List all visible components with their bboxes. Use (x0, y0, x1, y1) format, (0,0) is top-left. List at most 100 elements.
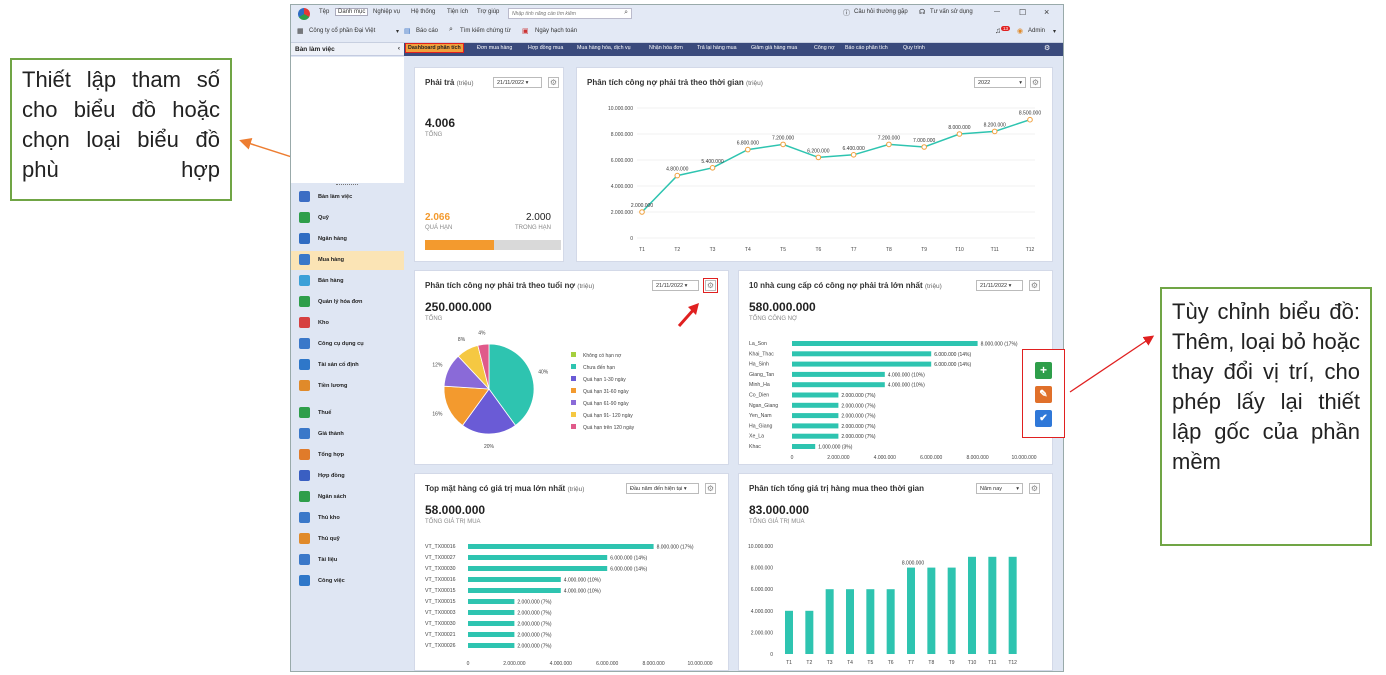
feature-search[interactable]: ⌕ (508, 8, 632, 19)
module-icon (299, 512, 310, 523)
toolbar: ▦ Công ty cổ phần Đại Việt ▾ ▤ Báo cáo ⌕… (291, 23, 1063, 43)
edit-chart-button[interactable]: ✎ (1035, 386, 1052, 403)
debt-age-card: Phân tích công nợ phải trả theo tuổi nợ … (414, 270, 729, 465)
posting-date-button[interactable]: Ngày hạch toán (535, 28, 578, 34)
y-tick-label: 10.000.000 (748, 544, 773, 550)
faq-link[interactable]: Câu hỏi thường gặp (854, 9, 908, 15)
payable-date-select[interactable]: 21/11/2022 ▾ (493, 77, 542, 88)
column-bar (886, 589, 895, 654)
menu-item-operations[interactable]: Nghiệp vụ (373, 9, 401, 15)
sidebar-item-6[interactable]: Kho (291, 314, 404, 333)
add-chart-button[interactable]: + (1035, 362, 1052, 379)
sidebar-item-16[interactable]: Thủ quỹ (291, 530, 404, 549)
feature-search-input[interactable] (509, 9, 614, 18)
sidebar-item-12[interactable]: Tổng hợp (291, 446, 404, 465)
sidebar-item-5[interactable]: Quản lý hóa đơn (291, 293, 404, 312)
tab-purchase-goods[interactable]: Mua hàng hóa, dịch vụ (577, 45, 631, 51)
tab-process[interactable]: Quy trình (903, 45, 925, 51)
year-value: 2022 (978, 80, 991, 86)
tab-debt[interactable]: Công nợ (814, 45, 835, 51)
suppliers-date: 21/11/2022 (980, 283, 1008, 289)
data-point (991, 128, 998, 135)
category-label: VT_TX00030 (425, 566, 456, 572)
column-bar (968, 556, 976, 654)
x-tick-label: T11 (988, 660, 996, 666)
search-icon[interactable]: ⌕ (624, 9, 628, 16)
tab-purchase-order[interactable]: Đơn mua hàng (477, 45, 513, 51)
user-menu[interactable]: Admin (1028, 28, 1046, 34)
tab-receive-invoice[interactable]: Nhận hóa đơn (649, 45, 683, 51)
year-select[interactable]: 2022 ▾ (974, 77, 1026, 88)
legend-swatch (571, 388, 576, 393)
sidebar-item-14[interactable]: Ngân sách (291, 488, 404, 507)
tab-purchase-discount[interactable]: Giảm giá hàng mua (751, 45, 798, 51)
gear-icon[interactable]: ⚙ (548, 77, 559, 88)
sidebar-item-18[interactable]: Công việc (291, 572, 404, 591)
tab-purchase-contract[interactable]: Hợp đồng mua (528, 45, 564, 51)
sidebar-item-3[interactable]: Mua hàng (291, 251, 404, 270)
report-button[interactable]: Báo cáo (416, 28, 439, 34)
company-selector[interactable]: Công ty cổ phần Đại Việt (309, 28, 376, 34)
sidebar-item-15[interactable]: Thủ kho (291, 509, 404, 528)
legend-swatch (571, 376, 576, 381)
x-tick-label: 4.000.000 (874, 455, 896, 461)
sidebar-item-8[interactable]: Tài sản cố định (291, 356, 404, 375)
payable-unit: (triệu) (456, 80, 474, 87)
legend-label: Chưa đến hạn (583, 365, 615, 371)
pie-slice (477, 343, 490, 390)
gear-icon[interactable]: ⚙ (1030, 77, 1041, 88)
sidebar-item-9[interactable]: Tiền lương (291, 377, 404, 396)
gear-icon[interactable]: ⚙ (705, 483, 716, 494)
bell-icon[interactable]: ♫ (995, 26, 1001, 35)
suppliers-date-select[interactable]: 21/11/2022 ▾ (976, 280, 1023, 291)
sidebar-item-7[interactable]: Công cụ dụng cụ (291, 335, 404, 354)
gear-icon[interactable]: ⚙ (1044, 45, 1051, 52)
y-tick-label: 2.000.000 (611, 210, 633, 216)
legend-label: Quá hạn 91- 120 ngày (583, 413, 633, 419)
splitter-handle[interactable] (336, 184, 358, 186)
sidebar-item-label: Công cụ dụng cụ (318, 341, 364, 347)
bar (468, 588, 561, 593)
consult-link[interactable]: Tư vấn sử dụng (930, 9, 973, 15)
sidebar-item-10[interactable]: Thuế (291, 404, 404, 423)
bar-label: 4.000.000 (10%) (564, 589, 601, 595)
line-chart-unit: (triệu) (745, 80, 763, 87)
menu-item-catalog[interactable]: Danh mục (335, 8, 369, 16)
sidebar-item-11[interactable]: Giá thành (291, 425, 404, 444)
items-period-select[interactable]: Đầu năm đến hiện tại ▾ (626, 483, 699, 494)
menu-item-file[interactable]: Tệp (319, 9, 330, 15)
close-button[interactable]: × (1044, 7, 1050, 17)
voucher-search-button[interactable]: Tìm kiếm chứng từ (460, 28, 511, 34)
column-period-select[interactable]: Năm nay ▾ (976, 483, 1023, 494)
menu-item-help[interactable]: Trợ giúp (477, 9, 500, 15)
minimize-button[interactable]: — (994, 9, 1000, 15)
confirm-button[interactable]: ✔ (1035, 410, 1052, 427)
data-point (850, 152, 857, 158)
data-point (921, 144, 927, 150)
pie-date-select[interactable]: 21/11/2022 ▾ (652, 280, 699, 291)
tab-dashboard[interactable]: Dashboard phân tích (405, 43, 464, 53)
payable-card: Phải trả (triệu) 21/11/2022 ▾ ⚙ 4.006 TỔ… (414, 67, 564, 262)
sidebar-item-13[interactable]: Hợp đồng (291, 467, 404, 486)
sidebar-item-1[interactable]: Quỹ (291, 209, 404, 228)
debt-timeline-card: Phân tích công nợ phải trả theo thời gia… (576, 67, 1053, 262)
gear-icon[interactable]: ⚙ (1029, 280, 1040, 291)
collapse-icon[interactable]: ‹ (397, 45, 400, 52)
tab-analysis-report[interactable]: Báo cáo phân tích (845, 45, 888, 51)
maximize-button[interactable]: ☐ (1019, 8, 1027, 17)
bar-label: 4.000.000 (10%) (888, 383, 925, 389)
gear-icon[interactable]: ⚙ (703, 278, 718, 293)
module-icon (299, 275, 310, 286)
sidebar-item-2[interactable]: Ngân hàng (291, 230, 404, 249)
chevron-down-icon[interactable]: ▾ (396, 29, 400, 35)
chevron-down-icon[interactable]: ▾ (1053, 29, 1057, 35)
sidebar-item-0[interactable]: Bàn làm việc (291, 188, 404, 207)
sidebar-item-4[interactable]: Bán hàng (291, 272, 404, 291)
x-tick-label: T2 (806, 660, 812, 666)
module-icon (299, 359, 310, 370)
sidebar-item-17[interactable]: Tài liệu (291, 551, 404, 570)
tab-purchase-return[interactable]: Trả lại hàng mua (697, 45, 737, 51)
gear-icon[interactable]: ⚙ (1029, 483, 1040, 494)
menu-item-utilities[interactable]: Tiện ích (447, 9, 469, 15)
menu-item-system[interactable]: Hệ thống (411, 9, 436, 15)
